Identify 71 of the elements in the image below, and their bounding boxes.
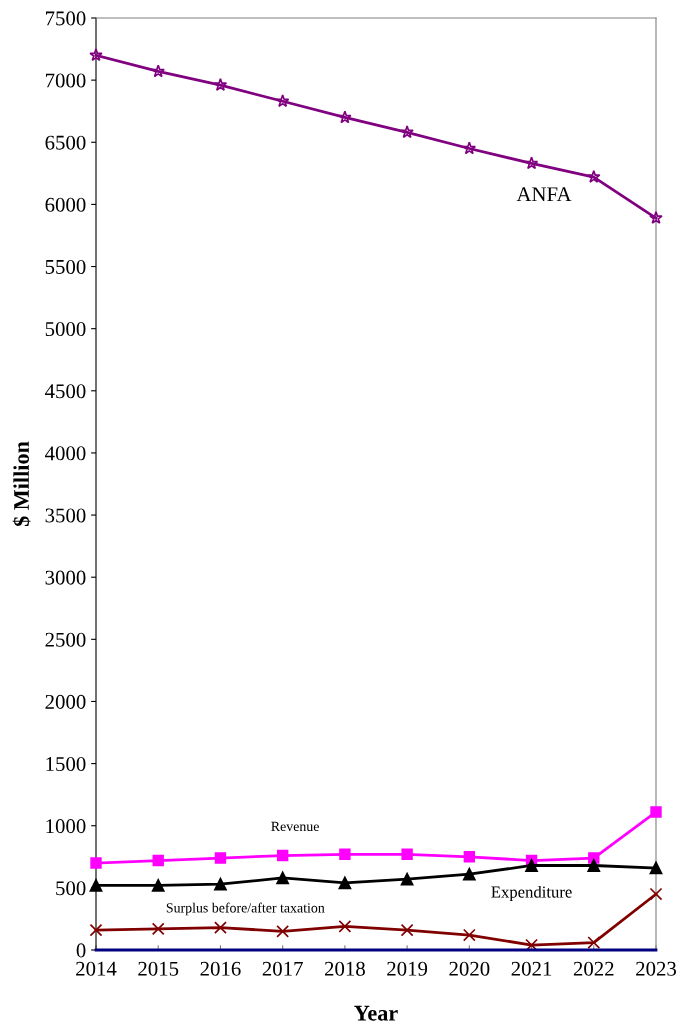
point xyxy=(89,878,103,892)
point xyxy=(586,169,601,183)
point xyxy=(339,848,351,861)
point xyxy=(214,921,227,935)
y-tick-label: 1000 xyxy=(46,819,86,834)
x-tick-label: 2023 xyxy=(636,961,677,976)
point xyxy=(338,876,352,890)
point xyxy=(338,919,352,933)
point xyxy=(650,806,662,818)
point xyxy=(276,871,290,885)
x-tick-label: 2022 xyxy=(573,961,614,976)
point xyxy=(587,936,601,949)
point xyxy=(462,867,476,881)
point xyxy=(649,210,663,224)
y-tick-label: 2000 xyxy=(45,694,86,709)
y-tick-label: 6000 xyxy=(45,197,86,212)
point xyxy=(462,141,477,155)
point xyxy=(152,854,164,867)
x-tick-label: 2016 xyxy=(200,961,241,976)
point xyxy=(401,848,413,861)
x-tick-label: 2021 xyxy=(511,961,552,976)
point xyxy=(400,872,414,886)
point xyxy=(90,857,102,869)
x-tick-label: 2020 xyxy=(449,961,490,976)
y-tick-label: 6500 xyxy=(45,135,86,150)
y-tick-label: 4500 xyxy=(45,384,86,399)
point xyxy=(400,923,414,937)
x-tick-label: 2019 xyxy=(387,961,428,976)
y-tick-label: 3500 xyxy=(45,508,86,523)
series-label: ANFA xyxy=(516,187,572,202)
point xyxy=(462,928,476,942)
y-tick-label: 0 xyxy=(76,943,86,958)
x-tick-label: 2015 xyxy=(138,961,179,976)
y-tick-label: 5500 xyxy=(45,259,86,274)
series-label: Surplus before/after taxation xyxy=(166,902,325,916)
point xyxy=(214,877,227,891)
point xyxy=(151,922,165,936)
x-axis-title: Year xyxy=(354,1005,398,1021)
point xyxy=(214,852,227,864)
point xyxy=(649,861,663,875)
point xyxy=(463,851,476,863)
point xyxy=(588,852,600,864)
x-tick-label: 2017 xyxy=(262,961,303,976)
y-tick-label: 7500 xyxy=(45,11,86,26)
point xyxy=(338,110,352,124)
x-tick-label: 2018 xyxy=(324,961,365,976)
point xyxy=(276,924,290,938)
y-tick-label: 2500 xyxy=(45,632,86,647)
point xyxy=(89,48,103,62)
point xyxy=(400,125,414,139)
point xyxy=(275,94,290,108)
series-label: Expenditure xyxy=(491,885,572,902)
point xyxy=(151,878,165,892)
x-tick-label: 2014 xyxy=(76,961,117,976)
y-tick-label: 4000 xyxy=(45,446,86,461)
point xyxy=(525,938,538,952)
y-tick-label: 500 xyxy=(56,881,86,896)
point xyxy=(276,849,289,862)
y-tick-label: 7000 xyxy=(45,73,86,88)
point xyxy=(525,859,538,872)
point xyxy=(524,156,539,170)
y-axis-title: $ Million xyxy=(12,441,31,527)
point xyxy=(89,923,103,937)
y-tick-label: 5000 xyxy=(45,322,86,337)
series-label: Revenue xyxy=(271,821,319,832)
point xyxy=(213,78,228,91)
y-tick-label: 3000 xyxy=(45,570,86,585)
point xyxy=(151,64,166,78)
y-tick-label: 1500 xyxy=(46,756,86,772)
point xyxy=(587,859,601,872)
point xyxy=(649,887,663,901)
